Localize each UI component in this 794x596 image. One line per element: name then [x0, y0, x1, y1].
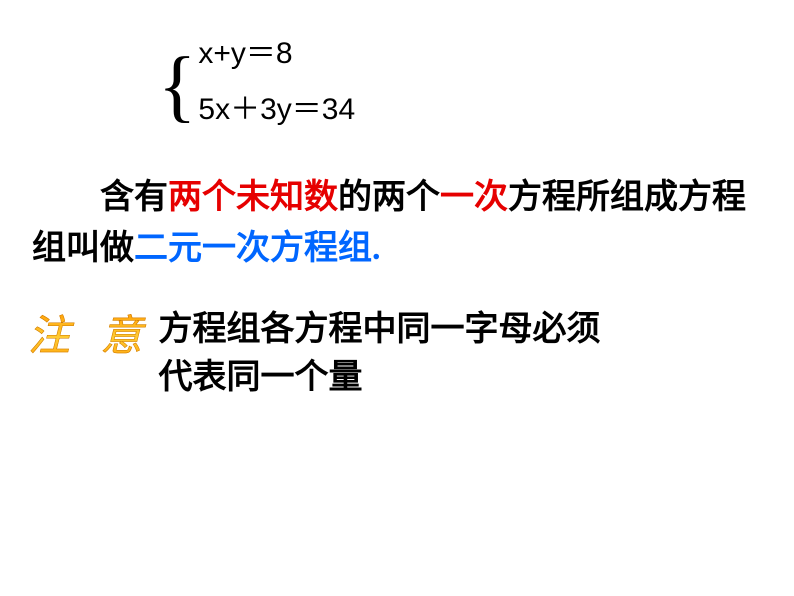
equation-1: x+y＝8 — [198, 28, 355, 72]
equation-2: 5x＋3y＝34 — [198, 84, 355, 128]
def-prefix: 含有 — [100, 179, 168, 216]
def-mid-1: 的两个 — [338, 179, 440, 216]
equation-system: { x+y＝8 5x＋3y＝34 — [158, 28, 355, 128]
def-red-1: 两个未知数 — [168, 179, 338, 216]
def-blue: 二元一次方程组. — [134, 230, 381, 267]
brace-symbol: { — [158, 50, 196, 122]
note-text: 方程组各方程中同一字母必须 代表同一个量 — [159, 306, 601, 401]
equations-container: x+y＝8 5x＋3y＝34 — [198, 28, 355, 128]
note-line-2: 代表同一个量 — [159, 354, 601, 402]
definition-text: 含有两个未知数的两个一次方程所组成方程组叫做二元一次方程组. — [32, 172, 762, 274]
note-block: 注 意 方程组各方程中同一字母必须 代表同一个量 — [28, 306, 601, 401]
note-label: 注 意 — [28, 308, 153, 367]
note-line-1: 方程组各方程中同一字母必须 — [159, 306, 601, 354]
def-red-2: 一次 — [440, 179, 508, 216]
